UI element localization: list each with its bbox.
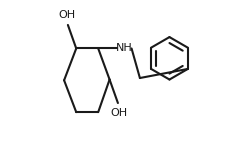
Text: OH: OH: [110, 108, 128, 118]
Text: NH: NH: [115, 43, 132, 53]
Text: OH: OH: [58, 10, 75, 20]
